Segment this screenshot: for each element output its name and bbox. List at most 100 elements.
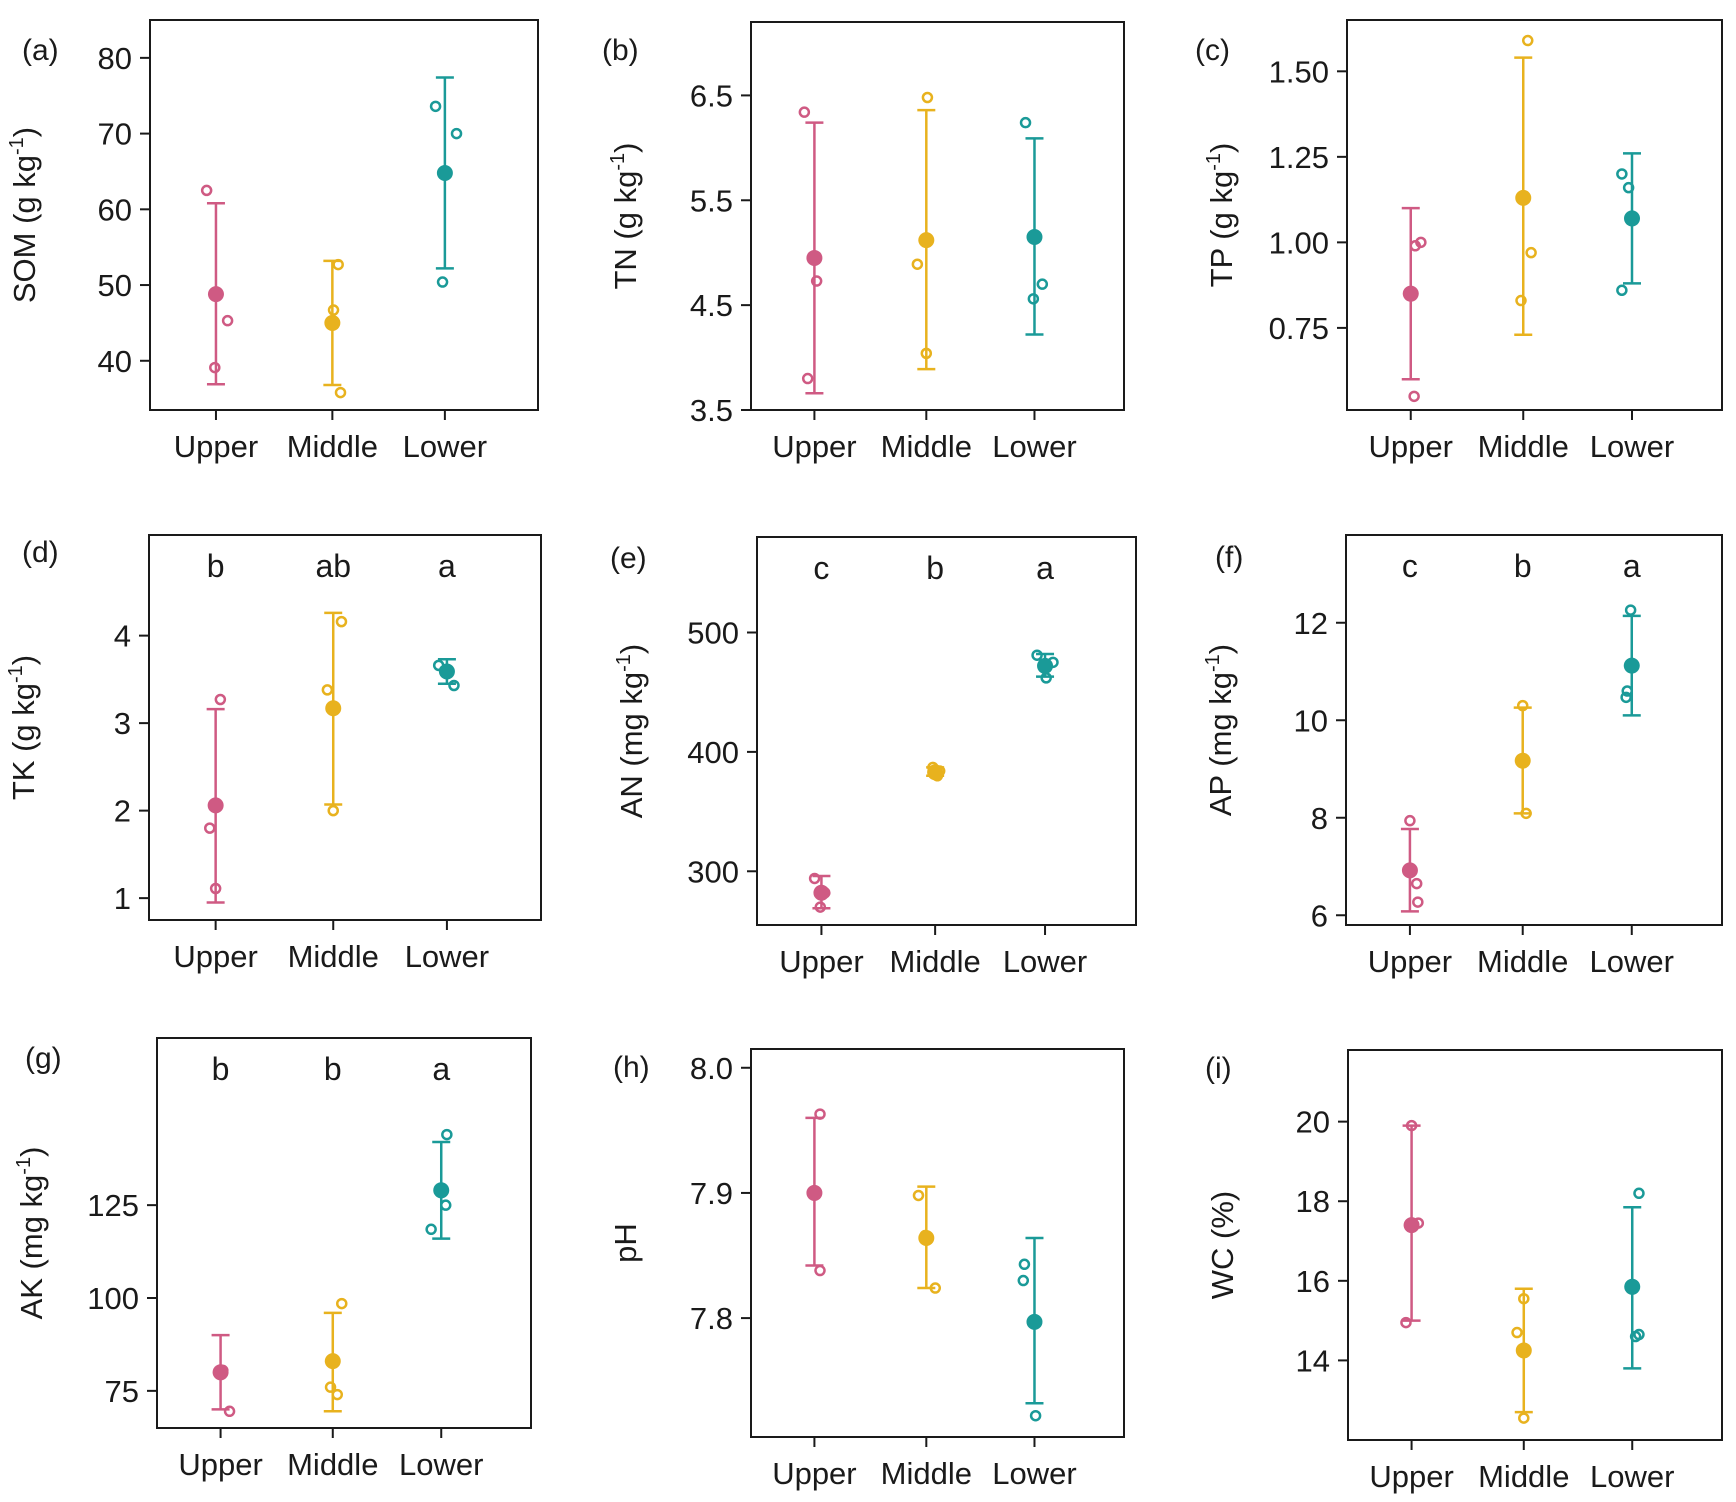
significance-letter: b — [926, 550, 944, 586]
mean-point — [1026, 228, 1043, 245]
series-upper — [204, 693, 227, 904]
y-axis-title: SOM (g kg-1) — [6, 127, 42, 303]
replicate-point — [1405, 1119, 1418, 1132]
x-tick-label-lower: Lower — [1003, 944, 1087, 979]
y-axis-title-superscript: -1 — [6, 137, 28, 155]
replicate-point — [1511, 1326, 1523, 1339]
mean-point — [1624, 1278, 1641, 1295]
x-tick-label-middle: Middle — [287, 429, 378, 464]
panel-label: (e) — [610, 542, 647, 575]
plot-frame — [756, 536, 1137, 926]
replicate-point — [214, 693, 227, 706]
replicate-point — [798, 106, 811, 118]
y-tick-label: 400 — [687, 735, 739, 770]
replicate-point — [441, 1128, 453, 1141]
panel-i: (i) 14 16 18 20 WC (%) Upper Middle Lower — [1205, 1049, 1723, 1494]
replicate-point — [327, 804, 339, 817]
replicate-point — [1018, 1258, 1031, 1271]
series-upper — [808, 872, 831, 913]
y-tick-label: 8 — [1311, 801, 1328, 836]
series-middle — [321, 611, 348, 817]
y-tick-label: 75 — [105, 1374, 139, 1409]
x-tick-label-middle: Middle — [889, 944, 980, 979]
x-tick-label-upper: Upper — [173, 939, 257, 974]
replicate-point — [801, 372, 814, 385]
x-tick-label-lower: Lower — [1590, 429, 1674, 464]
x-tick-label-middle: Middle — [881, 1456, 972, 1491]
replicate-point — [1036, 278, 1049, 290]
replicate-point — [912, 1189, 925, 1202]
panel-g: (g) 75 100 125 AK (mg kg-1) Upper Middle Lower b… — [13, 1037, 532, 1482]
panel-d: (d) 1 2 3 4 TK (g kg-1) Upper Middle Lower b ab a — [5, 534, 542, 974]
x-tick-label-middle: Middle — [1477, 944, 1568, 979]
plot-frame — [1345, 534, 1723, 926]
y-tick-label: 16 — [1296, 1264, 1330, 1299]
replicate-point — [1525, 246, 1537, 259]
replicate-point — [911, 258, 924, 270]
series-upper — [1401, 206, 1427, 403]
y-tick-label: 300 — [687, 854, 739, 889]
replicate-point — [223, 1405, 236, 1418]
x-tick-label-lower: Lower — [1590, 1459, 1674, 1494]
plot-frame — [750, 1048, 1125, 1438]
significance-letter: c — [813, 550, 829, 586]
y-axis-title-main: AP (mg kg — [1203, 672, 1238, 816]
replicate-point — [1029, 1409, 1042, 1422]
series-middle — [926, 761, 946, 782]
y-axis-title: TN (g kg-1) — [607, 143, 643, 290]
series-upper — [805, 1108, 826, 1277]
y-axis-title-suffix: ) — [7, 127, 42, 137]
significance-letter: a — [1623, 548, 1641, 584]
y-axis-title-superscript: -1 — [5, 665, 27, 683]
mean-point — [438, 663, 455, 680]
replicate-point — [814, 901, 827, 913]
series-lower — [1623, 1187, 1645, 1370]
x-tick-label-lower: Lower — [992, 429, 1076, 464]
replicate-point — [1624, 604, 1637, 616]
replicate-point — [1515, 294, 1527, 307]
y-axis-title: AN (mg kg-1) — [613, 644, 649, 819]
mean-point — [1515, 1342, 1532, 1359]
significance-letter: a — [432, 1051, 450, 1087]
significance-letter: b — [212, 1051, 230, 1087]
y-tick-label: 8.0 — [690, 1051, 733, 1086]
series-middle — [1511, 1287, 1533, 1424]
mean-point — [806, 249, 823, 266]
mean-point — [433, 1182, 450, 1199]
y-axis-title: AP (mg kg-1) — [1202, 644, 1238, 816]
y-tick-label: 100 — [87, 1281, 139, 1316]
series-lower — [1031, 649, 1059, 684]
series-lower — [1620, 604, 1641, 717]
replicate-point — [1518, 1292, 1530, 1305]
y-tick-label: 1.50 — [1269, 54, 1329, 89]
replicate-point — [332, 258, 344, 271]
replicate-point — [429, 100, 442, 113]
plot-frame — [149, 19, 539, 411]
mean-point — [1623, 657, 1640, 674]
plot-frame — [1347, 1049, 1723, 1441]
panel-c: (c) 0.75 1.00 1.25 1.50 TP (g kg-1) Upper Middl… — [1195, 19, 1723, 464]
y-tick-label: 70 — [98, 117, 132, 152]
mean-point — [1624, 210, 1640, 227]
mean-point — [1403, 1217, 1420, 1234]
y-tick-label: 6 — [1311, 898, 1328, 933]
mean-point — [927, 764, 944, 781]
replicate-point — [921, 91, 934, 104]
replicate-point — [450, 127, 463, 140]
y-tick-label: 1.25 — [1269, 140, 1329, 175]
replicate-point — [336, 1297, 348, 1310]
replicate-point — [1622, 181, 1635, 194]
significance-letter: c — [1402, 548, 1418, 584]
panel-label: (c) — [1195, 34, 1230, 67]
x-tick-label-middle: Middle — [1478, 1459, 1569, 1494]
replicate-point — [439, 1199, 452, 1211]
x-tick-label-lower: Lower — [1590, 944, 1674, 979]
y-axis-title-main: WC (%) — [1205, 1191, 1240, 1299]
series-lower — [1017, 1236, 1044, 1422]
series-middle — [1514, 34, 1537, 336]
y-axis-title: TK (g kg-1) — [5, 655, 41, 800]
replicate-point — [1633, 1187, 1645, 1200]
y-axis-title-main: AN (mg kg — [614, 672, 649, 818]
series-lower — [1616, 152, 1641, 297]
replicate-point — [1019, 116, 1032, 129]
